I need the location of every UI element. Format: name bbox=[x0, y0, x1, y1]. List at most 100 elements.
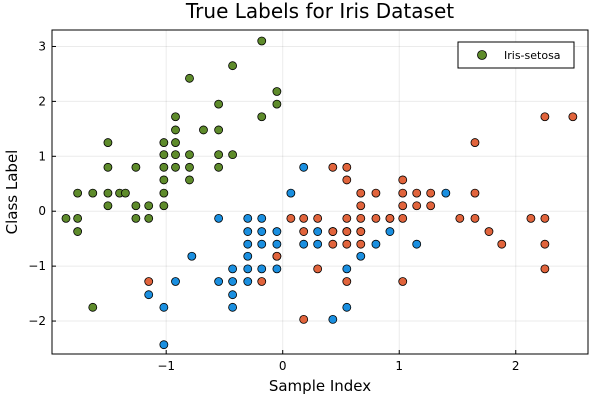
data-point bbox=[214, 162, 224, 172]
data-point bbox=[398, 175, 408, 185]
data-point bbox=[131, 213, 141, 223]
data-point bbox=[159, 302, 169, 312]
data-point bbox=[185, 175, 194, 185]
data-point bbox=[159, 201, 169, 211]
data-point bbox=[144, 213, 154, 223]
data-point bbox=[328, 227, 338, 236]
data-point bbox=[214, 213, 224, 223]
data-point bbox=[299, 162, 309, 172]
data-point bbox=[243, 213, 253, 223]
data-points bbox=[61, 36, 578, 350]
data-point bbox=[103, 188, 113, 198]
data-point bbox=[356, 213, 366, 223]
data-point bbox=[243, 239, 253, 249]
data-point bbox=[171, 150, 180, 160]
y-axis-ticks: −2 −1 0 1 2 3 bbox=[28, 39, 56, 328]
data-point bbox=[228, 61, 238, 71]
data-point bbox=[299, 239, 309, 249]
data-point bbox=[185, 162, 194, 172]
data-point bbox=[342, 302, 352, 312]
plot-frame bbox=[51, 29, 589, 355]
data-point bbox=[342, 239, 352, 249]
x-axis-label: Sample Index bbox=[269, 377, 371, 395]
data-point bbox=[88, 302, 98, 312]
y-tick-label: −1 bbox=[28, 259, 46, 273]
data-point bbox=[299, 213, 309, 223]
data-point bbox=[342, 227, 352, 236]
data-point bbox=[272, 87, 282, 96]
series-3 bbox=[144, 112, 578, 324]
grid-lines bbox=[52, 30, 588, 354]
data-point bbox=[61, 213, 71, 223]
y-tick-label: 1 bbox=[38, 149, 46, 163]
data-point bbox=[470, 188, 480, 198]
data-point bbox=[313, 239, 323, 249]
data-point bbox=[313, 227, 323, 236]
data-point bbox=[103, 162, 113, 172]
data-point bbox=[243, 277, 253, 286]
data-point bbox=[313, 264, 323, 274]
data-point bbox=[171, 112, 180, 122]
data-point bbox=[412, 239, 422, 249]
data-point bbox=[398, 188, 408, 198]
data-point bbox=[257, 213, 267, 223]
data-point bbox=[342, 264, 352, 274]
data-point bbox=[159, 150, 169, 160]
data-point bbox=[171, 125, 180, 135]
data-point bbox=[257, 277, 267, 286]
data-point bbox=[171, 162, 180, 172]
data-point bbox=[159, 175, 169, 185]
data-point bbox=[299, 227, 309, 236]
data-point bbox=[328, 162, 338, 172]
data-point bbox=[328, 315, 338, 324]
data-point bbox=[412, 188, 422, 198]
data-point bbox=[121, 188, 130, 198]
data-point bbox=[214, 150, 224, 160]
data-point bbox=[228, 302, 238, 312]
data-point bbox=[526, 213, 536, 223]
data-point bbox=[257, 264, 267, 274]
data-point bbox=[356, 239, 366, 249]
data-point bbox=[228, 150, 238, 160]
data-point bbox=[328, 239, 338, 249]
data-point bbox=[398, 201, 408, 211]
data-point bbox=[356, 188, 366, 198]
data-point bbox=[73, 188, 83, 198]
data-point bbox=[228, 277, 238, 286]
data-point bbox=[272, 227, 282, 236]
data-point bbox=[441, 188, 451, 198]
data-point bbox=[371, 239, 381, 249]
data-point bbox=[497, 239, 507, 249]
data-point bbox=[286, 213, 296, 223]
data-point bbox=[484, 227, 494, 236]
data-point bbox=[199, 125, 208, 135]
data-point bbox=[272, 251, 282, 261]
data-point bbox=[342, 175, 352, 185]
data-point bbox=[257, 112, 267, 122]
x-tick-label: 1 bbox=[395, 359, 403, 373]
data-point bbox=[398, 277, 408, 286]
data-point bbox=[159, 188, 169, 198]
data-point bbox=[356, 201, 366, 211]
data-point bbox=[228, 290, 238, 300]
data-point bbox=[272, 239, 282, 249]
data-point bbox=[73, 213, 83, 223]
data-point bbox=[385, 227, 395, 236]
data-point bbox=[185, 150, 194, 160]
data-point bbox=[426, 188, 436, 198]
data-point bbox=[159, 162, 169, 172]
data-point bbox=[103, 138, 113, 147]
y-tick-label: 0 bbox=[38, 204, 46, 218]
y-tick-label: −2 bbox=[28, 314, 46, 328]
y-tick-label: 3 bbox=[38, 39, 46, 53]
legend-marker bbox=[477, 50, 487, 60]
data-point bbox=[257, 227, 267, 236]
data-point bbox=[88, 188, 98, 198]
data-point bbox=[412, 201, 422, 211]
data-point bbox=[103, 201, 113, 211]
data-point bbox=[187, 251, 197, 261]
data-point bbox=[144, 201, 154, 211]
data-point bbox=[540, 112, 550, 122]
data-point bbox=[73, 227, 83, 236]
